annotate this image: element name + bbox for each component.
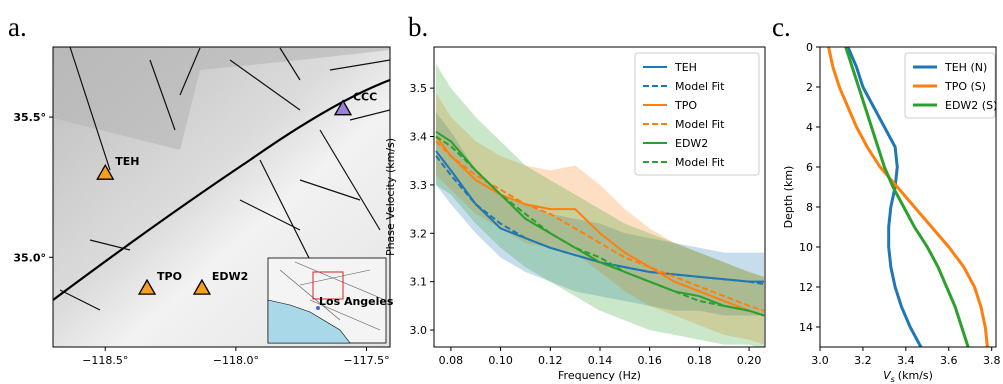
station-label: EDW2 <box>212 270 248 283</box>
x-tick-label: −118.0° <box>213 354 259 367</box>
x-tick-label: 0.12 <box>538 354 563 367</box>
legend-label: Model Fit <box>675 156 725 169</box>
legend-label: Model Fit <box>675 118 725 131</box>
x-tick-label: 0.08 <box>439 354 464 367</box>
x-axis-unit: (km/s) <box>898 369 933 382</box>
x-tick-label: 0.18 <box>687 354 712 367</box>
station-label: TPO <box>157 270 182 283</box>
y-tick-label: 10 <box>799 241 813 254</box>
x-tick-label: 3.4 <box>897 354 915 367</box>
station-label: TEH <box>115 155 139 168</box>
y-tick-label: 4 <box>806 121 813 134</box>
y-tick-label: 3.4 <box>410 131 428 144</box>
y-tick-label: 12 <box>799 281 813 294</box>
panel-label: a. <box>8 12 27 42</box>
panel-label: c. <box>772 12 791 42</box>
y-tick-label: 3.3 <box>410 179 428 192</box>
x-tick-label: 3.8 <box>983 354 1001 367</box>
panel-label: b. <box>408 12 428 42</box>
x-axis-label: Vs(km/s) <box>883 369 933 384</box>
x-tick-label: 0.20 <box>737 354 762 367</box>
figure: a. −118.5° −118.0° −117.5° 35.0° 35.5° TEH TPO E… <box>0 0 1003 384</box>
y-tick-label: 3.5 <box>410 82 428 95</box>
x-tick-label: 0.10 <box>488 354 513 367</box>
y-axis-label: Depth (km) <box>782 166 795 229</box>
y-tick-label: 0 <box>806 41 813 54</box>
x-tick-label: 3.0 <box>811 354 829 367</box>
y-tick-label: 6 <box>806 161 813 174</box>
y-axis-label: Phase Velocity (km/s) <box>384 138 397 256</box>
y-tick-label: 8 <box>806 201 813 214</box>
y-tick-label: 35.5° <box>13 111 46 124</box>
x-tick-label: −118.5° <box>82 354 128 367</box>
legend-label: TEH (N) <box>944 61 987 74</box>
y-tick-label: 35.0° <box>13 251 46 264</box>
y-tick-label: 14 <box>799 321 813 334</box>
x-tick-label: 0.14 <box>588 354 613 367</box>
x-axis-label: Frequency (Hz) <box>558 369 641 382</box>
y-tick-label: 2 <box>806 81 813 94</box>
inset-label: Los Angeles <box>319 295 394 308</box>
x-tick-label: 0.16 <box>637 354 662 367</box>
x-tick-label: 3.6 <box>940 354 958 367</box>
legend-label: Model Fit <box>675 80 725 93</box>
legend-label: TEH <box>674 61 697 74</box>
y-tick-label: 3.0 <box>410 324 428 337</box>
x-tick-label: −117.5° <box>343 354 389 367</box>
y-tick-label: 3.2 <box>410 227 428 240</box>
y-tick-label: 3.1 <box>410 276 428 289</box>
legend-label: TPO <box>674 99 697 112</box>
legend-label: TPO (S) <box>944 80 986 93</box>
station-label: CCC <box>353 91 377 104</box>
legend-label: EDW2 (S) <box>945 99 997 112</box>
x-tick-label: 3.2 <box>854 354 872 367</box>
legend-label: EDW2 <box>675 137 708 150</box>
x-axis-subscript: s <box>891 375 895 384</box>
